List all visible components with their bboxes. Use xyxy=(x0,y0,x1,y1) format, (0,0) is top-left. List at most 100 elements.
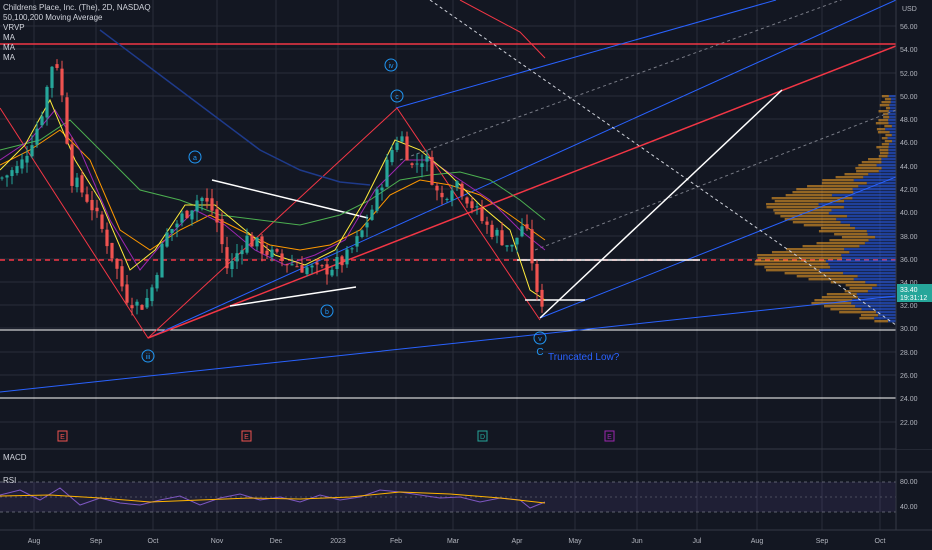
volume-profile-bar-down xyxy=(844,173,869,176)
trendlines[interactable] xyxy=(0,0,897,393)
svg-text:28.00: 28.00 xyxy=(900,350,918,357)
volume-profile-bar-up xyxy=(828,263,896,266)
svg-text:22.00: 22.00 xyxy=(900,420,918,427)
time-axis[interactable]: Aug Sep Oct Nov Dec 2023 Feb Mar Apr May… xyxy=(0,529,932,550)
candle-body xyxy=(185,210,189,219)
candle-body xyxy=(110,242,114,259)
wave-label-v: v xyxy=(533,331,547,345)
volume-profile-bar-up xyxy=(843,206,896,209)
svg-text:2023: 2023 xyxy=(330,538,346,545)
volume-profile-bar-down xyxy=(807,185,859,188)
svg-text:Dec: Dec xyxy=(270,538,283,545)
price-axis[interactable]: USD 56.00 54.00 52.00 50.00 48.00 46.00 … xyxy=(895,0,932,530)
horizontal-levels[interactable] xyxy=(0,43,896,399)
volume-profile-bar-down xyxy=(879,104,890,107)
svg-text:26.00: 26.00 xyxy=(900,373,918,380)
volume-profile-bar-up xyxy=(876,284,896,287)
candle-body xyxy=(480,208,484,222)
indicator-legend-ma-set[interactable]: 50,100,200 Moving Average xyxy=(3,13,103,22)
volume-profile-bar-up xyxy=(818,203,896,206)
svg-text:a: a xyxy=(193,155,197,162)
candle-body xyxy=(0,177,4,179)
volume-profile-bar-down xyxy=(814,299,853,302)
candle-body xyxy=(415,163,419,165)
candle-body xyxy=(535,263,539,292)
svg-text:v: v xyxy=(538,336,542,343)
dividend-marker: D xyxy=(477,430,488,442)
last-price-badge: 33.40 19:31:12 xyxy=(897,284,932,302)
candle-body xyxy=(530,229,534,264)
rsi-pane-label[interactable]: RSI xyxy=(3,476,17,485)
indicator-legend-ma-3[interactable]: MA xyxy=(3,53,15,62)
svg-text:54.00: 54.00 xyxy=(900,47,918,54)
svg-text:E: E xyxy=(607,434,612,441)
volume-profile-bar-down xyxy=(796,275,858,278)
volume-profile-bar-down xyxy=(849,287,873,290)
volume-profile-bar-up xyxy=(866,230,896,233)
candle-body xyxy=(495,229,499,236)
volume-profile-bar-down xyxy=(878,110,889,113)
svg-text:30.00: 30.00 xyxy=(900,326,918,333)
volume-profile xyxy=(754,95,896,323)
volume-profile-bar-up xyxy=(854,227,896,230)
candle-body xyxy=(315,262,319,265)
volume-profile-bar-up xyxy=(859,245,896,248)
candle-body xyxy=(60,68,64,96)
volume-profile-bar-up xyxy=(888,143,896,146)
candle-body xyxy=(115,258,119,269)
earnings-marker-3: E xyxy=(604,430,615,442)
volume-profile-bar-down xyxy=(883,116,890,119)
volume-profile-bar-up xyxy=(831,194,896,197)
candle-body xyxy=(270,249,274,258)
svg-text:Apr: Apr xyxy=(512,538,524,545)
volume-profile-bar-up xyxy=(853,278,896,281)
volume-profile-bar-down xyxy=(881,143,889,146)
volume-profile-bar-up xyxy=(852,197,896,200)
red-top-path xyxy=(459,0,546,59)
volume-profile-bar-down xyxy=(876,146,889,149)
volume-profile-bar-down xyxy=(792,191,854,194)
volume-profile-bar-down xyxy=(824,305,856,308)
svg-text:24.00: 24.00 xyxy=(900,396,918,403)
candle-body xyxy=(375,189,379,211)
indicator-legend-ma-1[interactable]: MA xyxy=(3,33,15,42)
candle-body xyxy=(70,144,74,186)
svg-text:44.00: 44.00 xyxy=(900,164,918,171)
candle-body xyxy=(95,207,99,212)
volume-profile-bar-up xyxy=(881,158,896,161)
volume-profile-bar-down xyxy=(878,119,889,122)
svg-text:iv: iv xyxy=(388,63,394,70)
volume-profile-bar-up xyxy=(844,200,896,203)
volume-profile-bar-down xyxy=(829,239,869,242)
macd-pane-label[interactable]: MACD xyxy=(3,453,27,462)
candle-body xyxy=(485,221,489,225)
volume-profile-bar-down xyxy=(821,182,867,185)
event-markers[interactable]: E E D E xyxy=(57,430,615,442)
volume-profile-bar-up xyxy=(852,188,896,191)
svg-text:50.00: 50.00 xyxy=(900,94,918,101)
candle-body xyxy=(105,229,109,247)
svg-text:E: E xyxy=(244,434,249,441)
volume-profile-bar-up xyxy=(841,257,896,260)
svg-text:40.00: 40.00 xyxy=(900,504,918,511)
candle-body xyxy=(65,97,69,144)
candle-body xyxy=(145,297,149,308)
volume-profile-bar-down xyxy=(844,290,868,293)
gray-dashed-channel-2 xyxy=(399,0,843,161)
indicator-legend-vrvp[interactable]: VRVP xyxy=(3,23,25,32)
candle-body xyxy=(90,199,94,211)
symbol-title[interactable]: Childrens Place, Inc. (The), 2D, NASDAQ xyxy=(3,3,151,12)
svg-text:c: c xyxy=(395,94,399,101)
wave-label-c: c xyxy=(390,89,404,103)
volume-profile-bar-down xyxy=(826,293,857,296)
volume-profile-bar-up xyxy=(851,302,896,305)
indicator-legend-ma-2[interactable]: MA xyxy=(3,43,15,52)
volume-profile-bar-down xyxy=(884,140,893,143)
candle-body xyxy=(345,249,349,265)
candle-body xyxy=(450,190,454,201)
candle-body xyxy=(155,274,159,289)
volume-profile-bar-up xyxy=(853,179,896,182)
volume-profile-bar-down xyxy=(861,161,882,164)
candle-body xyxy=(260,236,264,254)
